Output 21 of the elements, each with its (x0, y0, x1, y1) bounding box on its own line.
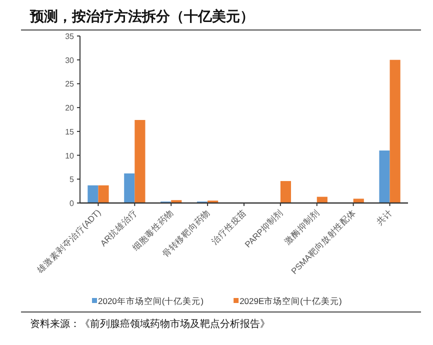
chart-title: 预测，按治疗方法拆分（十亿美元） (29, 8, 254, 25)
bar (379, 150, 390, 203)
y-tick-label: 10 (65, 151, 75, 160)
y-tick-label: 20 (65, 104, 75, 113)
y-tick-label: 5 (70, 175, 75, 184)
y-tick-label: 0 (70, 199, 75, 208)
legend-label: 2020年市场空间(十亿美元) (98, 296, 204, 306)
legend-label: 2029E市场空间(十亿美元) (240, 296, 342, 306)
bar (390, 60, 400, 203)
bar (280, 181, 292, 203)
x-tick-label: 共计 (374, 207, 394, 228)
y-tick-label: 25 (65, 80, 75, 89)
bar (124, 173, 135, 203)
bar (88, 185, 98, 203)
bar (134, 120, 146, 203)
bar (353, 198, 364, 203)
y-tick-label: 30 (65, 56, 75, 65)
text: 资料来源：《前列腺癌领域药物市场及靶点分析报告》 (30, 318, 270, 330)
y-tick-label: 15 (65, 127, 75, 136)
bar (98, 185, 109, 203)
y-tick-label: 35 (65, 32, 75, 41)
